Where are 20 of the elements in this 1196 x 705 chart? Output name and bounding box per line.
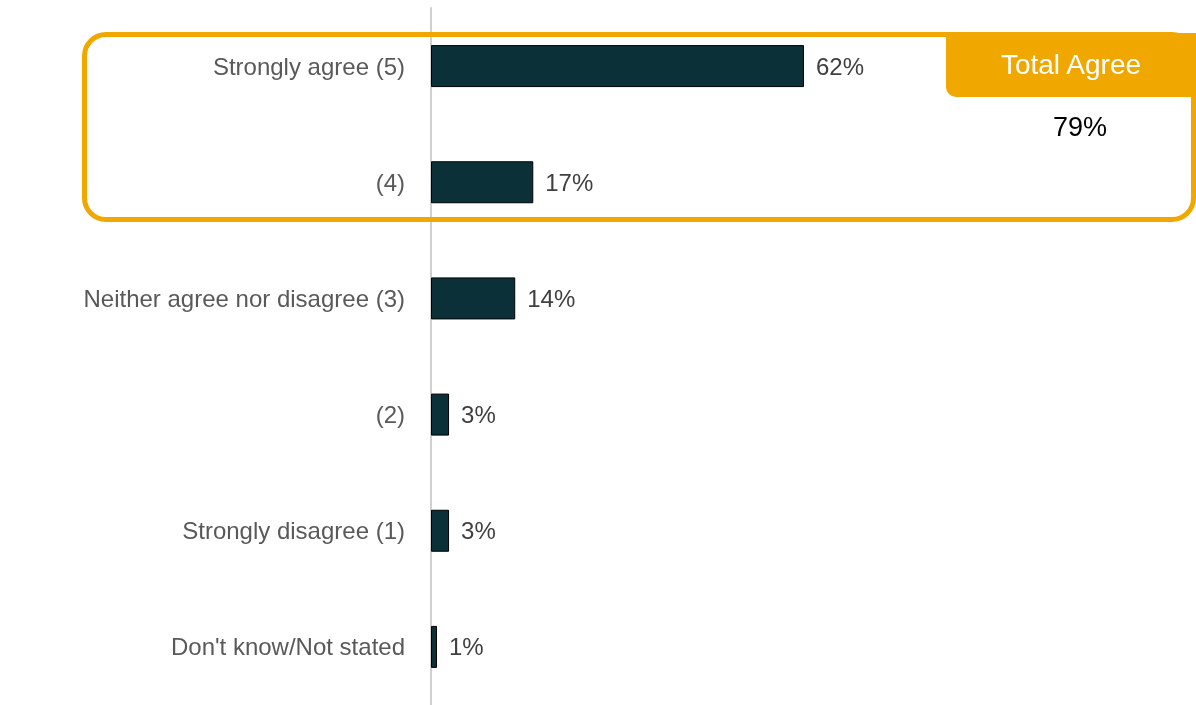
data-label: 3% bbox=[461, 517, 496, 545]
bar bbox=[431, 625, 438, 668]
y-tick-label: Strongly disagree (1) bbox=[182, 517, 405, 545]
data-label: 1% bbox=[449, 633, 484, 661]
y-tick-label: (4) bbox=[375, 168, 405, 196]
data-label: 17% bbox=[545, 168, 594, 196]
y-tick-label: Neither agree nor disagree (3) bbox=[83, 284, 405, 312]
bar bbox=[431, 45, 804, 88]
data-label: 3% bbox=[461, 401, 496, 429]
y-tick-label: Don't know/Not stated bbox=[170, 633, 405, 661]
text: 79% bbox=[1051, 112, 1108, 143]
bar bbox=[431, 277, 516, 320]
data-label: 14% bbox=[527, 284, 576, 312]
data-label: 62% bbox=[816, 52, 865, 80]
y-tick-label: Strongly agree (5) bbox=[212, 52, 405, 80]
bar bbox=[431, 393, 450, 436]
bar bbox=[431, 509, 450, 552]
y-tick-label: (2) bbox=[375, 401, 405, 429]
text: Total Agree bbox=[946, 33, 1196, 97]
bar bbox=[431, 161, 534, 204]
